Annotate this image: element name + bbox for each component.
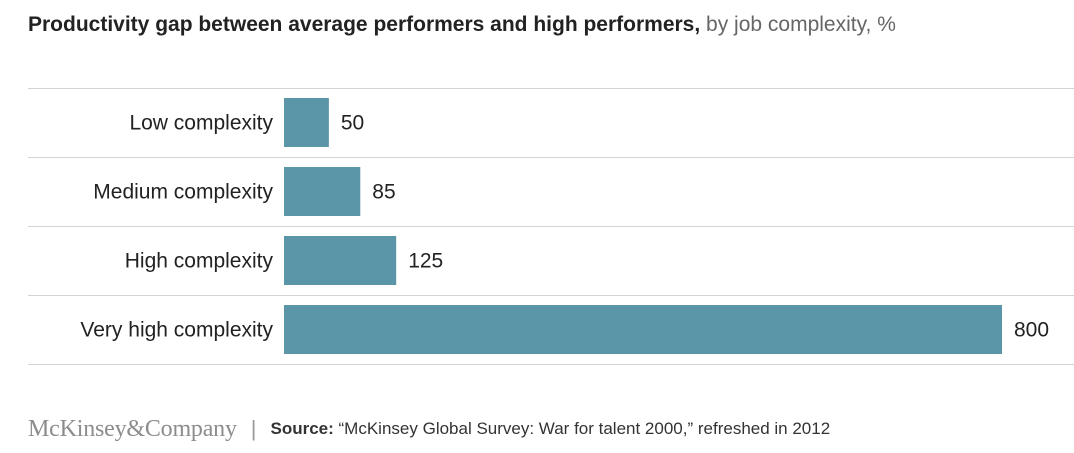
footer-separator: | <box>250 416 257 441</box>
category-label: Very high complexity <box>80 319 273 342</box>
value-label: 85 <box>372 181 395 204</box>
footer: McKinsey&Company | Source: “McKinsey Glo… <box>28 412 830 446</box>
source-label: Source: <box>270 419 334 438</box>
chart-title-main: Productivity gap between average perform… <box>28 13 701 36</box>
category-label: High complexity <box>125 250 274 273</box>
source-note: Source: “McKinsey Global Survey: War for… <box>271 419 831 439</box>
category-label: Low complexity <box>129 112 273 135</box>
value-label: 800 <box>1014 319 1049 342</box>
bar <box>284 305 1002 354</box>
source-text: “McKinsey Global Survey: War for talent … <box>333 419 831 438</box>
mckinsey-logo: McKinsey&Company <box>28 415 237 442</box>
value-label: 125 <box>408 250 443 273</box>
bar-chart: Low complexity 50 Medium complexity 85 High … <box>28 88 1074 365</box>
value-label: 50 <box>341 112 364 135</box>
category-label: Medium complexity <box>93 181 273 204</box>
bar <box>284 236 397 285</box>
bar <box>284 167 361 216</box>
chart-title-sub: by job complexity, % <box>706 13 896 36</box>
bar <box>284 98 329 147</box>
chart-title: Productivity gap between average perform… <box>28 10 896 40</box>
